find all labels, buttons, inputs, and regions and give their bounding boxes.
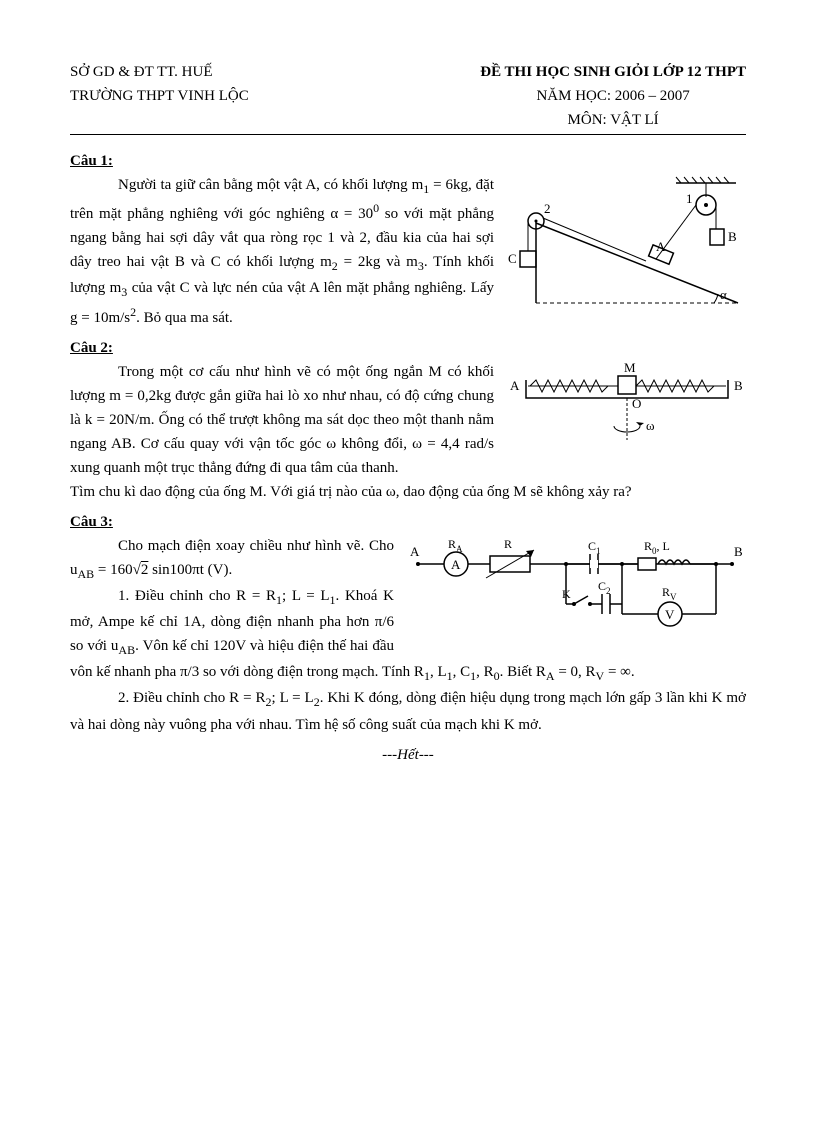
svg-text:O: O <box>632 396 641 411</box>
svg-text:RA: RA <box>448 537 463 554</box>
q3-text-3: 2. Điều chỉnh cho R = R2; L = L2. Khi K … <box>70 686 746 736</box>
title-line-3: MÔN: VẬT LÍ <box>480 108 746 132</box>
title-line-2: NĂM HỌC: 2006 – 2007 <box>480 84 746 108</box>
svg-text:C1: C1 <box>588 539 601 556</box>
q3-title: Câu 3: <box>70 510 746 534</box>
org-line-2: TRƯỜNG THPT VINH LỘC <box>70 84 249 108</box>
header-right: ĐỀ THI HỌC SINH GIỎI LỚP 12 THPT NĂM HỌC… <box>480 60 746 132</box>
q1-block: 1 B A 2 C <box>70 173 746 330</box>
svg-text:C2: C2 <box>598 579 611 596</box>
q2-title: Câu 2: <box>70 336 746 360</box>
svg-text:C: C <box>508 251 517 266</box>
q1-title: Câu 1: <box>70 149 746 173</box>
q2-figure: A B M O ω <box>506 360 746 460</box>
q1-figure: 1 B A 2 C <box>506 173 746 323</box>
svg-text:B: B <box>734 544 743 559</box>
q3-figure: A B A RA R C1 <box>406 534 746 644</box>
svg-text:B: B <box>734 378 743 393</box>
svg-text:A: A <box>510 378 520 393</box>
svg-text:V: V <box>665 607 675 622</box>
q2-block: A B M O ω Trong một cơ cấu như hình vẽ c… <box>70 360 746 480</box>
svg-text:RV: RV <box>662 585 677 602</box>
svg-text:1: 1 <box>686 191 693 206</box>
svg-text:K: K <box>562 587 571 601</box>
q2-text-2: Tìm chu kì dao động của ống M. Với giá t… <box>70 480 746 504</box>
svg-text:R0, L: R0, L <box>644 539 670 556</box>
title-line-1: ĐỀ THI HỌC SINH GIỎI LỚP 12 THPT <box>480 60 746 84</box>
svg-text:A: A <box>451 557 461 572</box>
svg-text:2: 2 <box>544 201 551 216</box>
q3-block: A B A RA R C1 <box>70 534 746 687</box>
svg-text:A: A <box>410 544 420 559</box>
svg-text:A: A <box>656 239 666 254</box>
org-line-1: SỞ GD & ĐT TT. HUẾ <box>70 60 249 84</box>
svg-text:R: R <box>504 537 512 551</box>
header: SỞ GD & ĐT TT. HUẾ TRƯỜNG THPT VINH LỘC … <box>70 60 746 135</box>
header-left: SỞ GD & ĐT TT. HUẾ TRƯỜNG THPT VINH LỘC <box>70 60 249 132</box>
svg-text:α: α <box>720 287 727 302</box>
svg-text:ω: ω <box>646 418 655 433</box>
svg-text:M: M <box>624 360 636 375</box>
svg-text:B: B <box>728 229 737 244</box>
end-mark: ---Hết--- <box>70 743 746 767</box>
